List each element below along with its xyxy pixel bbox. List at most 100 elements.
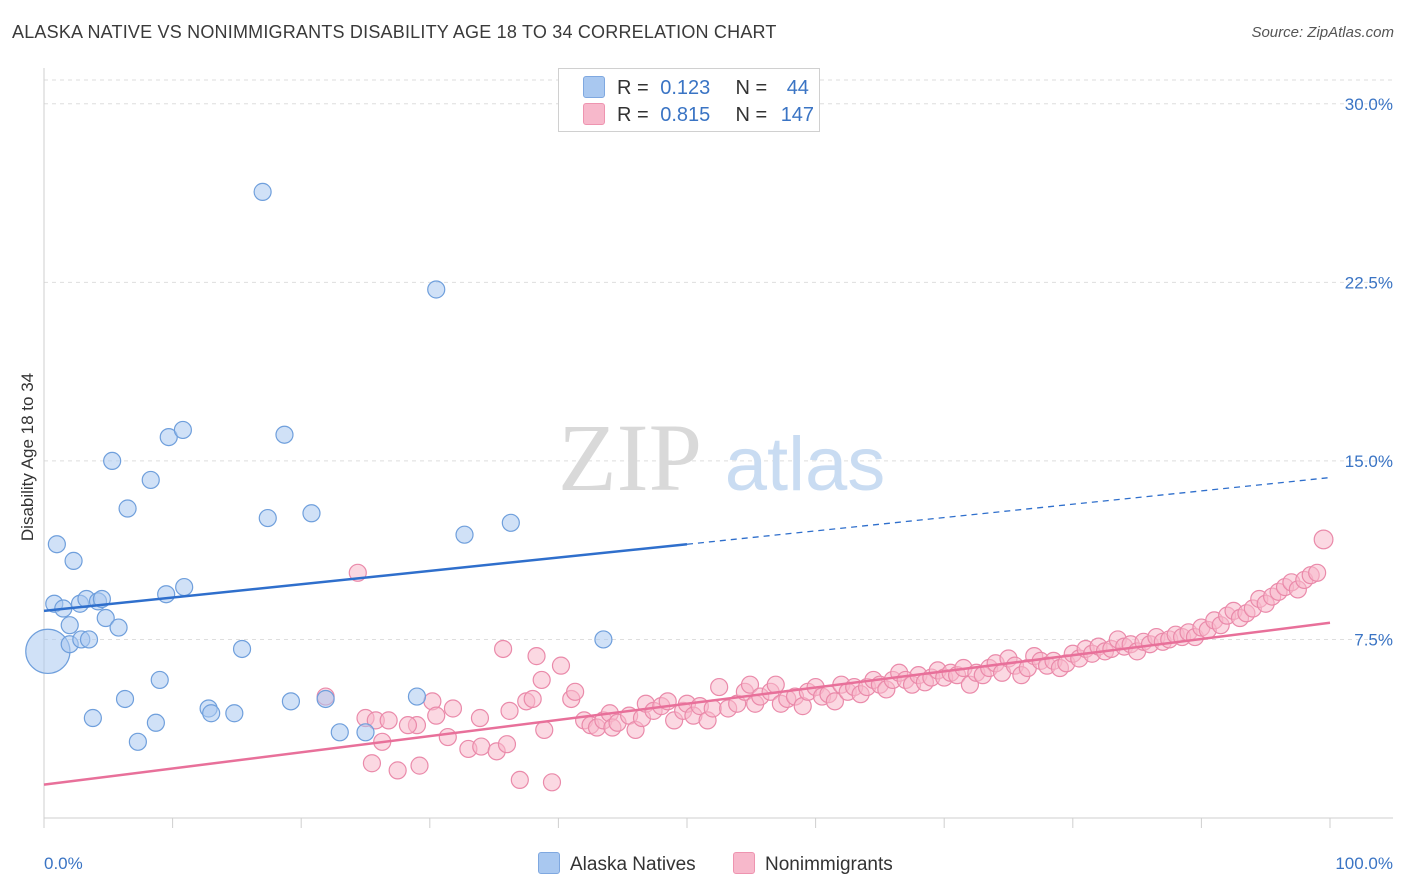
trend-lines	[43, 476, 1331, 786]
nonimmigrants-point	[443, 699, 463, 718]
alaska-natives-point	[60, 616, 79, 635]
nonimmigrants-point	[535, 720, 554, 740]
alaska-natives-point	[253, 182, 272, 201]
nonimmigrants-point	[740, 675, 760, 694]
legend-r-value: 0.815	[660, 104, 711, 126]
alaska-natives-trend-line	[43, 542, 688, 613]
alaska-natives-point	[118, 499, 137, 518]
nonimmigrants-point	[500, 701, 519, 720]
nonimmigrants-trend-line	[43, 621, 1331, 786]
watermark-atlas: atlas	[725, 422, 886, 507]
alaska-natives-point	[232, 639, 252, 659]
alaska-natives-point	[128, 732, 147, 751]
nonimmigrants-point	[532, 670, 551, 690]
alaska-natives-point	[47, 535, 66, 554]
alaska-natives-point	[25, 628, 71, 675]
alaska-natives-point	[356, 723, 375, 742]
legend-n-value: 44	[786, 77, 809, 99]
alaska-natives-point	[150, 670, 169, 690]
bottom-legend-swatch-pink	[733, 852, 755, 874]
alaska-natives-point	[115, 689, 135, 709]
bottom-legend-nonimmigrants: Nonimmigrants	[733, 852, 893, 876]
alaska-natives-point	[64, 551, 83, 570]
alaska-natives-point	[109, 618, 128, 637]
alaska-natives-points	[25, 182, 613, 751]
alaska-natives-point	[330, 723, 349, 742]
bottom-legend-swatch-blue	[538, 852, 560, 874]
nonimmigrants-point	[566, 682, 585, 701]
nonimmigrants-point	[410, 756, 429, 775]
nonimmigrants-point	[825, 692, 844, 711]
nonimmigrants-point	[494, 639, 513, 659]
alaska-natives-point	[316, 689, 335, 709]
alaska-natives-point	[427, 280, 446, 299]
alaska-natives-point	[103, 451, 122, 471]
stats-legend: R = 0.123 N = 44 R = 0.815 N = 147	[558, 68, 820, 132]
alaska-natives-point	[83, 708, 102, 728]
alaska-natives-point	[159, 427, 178, 447]
nonimmigrants-point	[510, 770, 529, 790]
nonimmigrants-point	[438, 727, 457, 747]
alaska-natives-point	[594, 630, 613, 649]
alaska-natives-point	[175, 577, 194, 597]
legend-r-value: 0.123	[660, 77, 711, 99]
legend-r-label: R =	[617, 77, 649, 99]
alaska-natives-point	[173, 420, 192, 440]
nonimmigrants-point	[710, 677, 729, 697]
source-label: Source: ZipAtlas.com	[1251, 24, 1394, 41]
y-tick-label: 7.5%	[1354, 630, 1393, 649]
legend-row-nonimmigrants: R = 0.815 N = 147	[583, 103, 814, 127]
alaska-natives-point	[96, 608, 115, 628]
bottom-legend-alaska-natives: Alaska Natives	[538, 852, 696, 876]
alaska-natives-point	[407, 687, 427, 706]
legend-n-label: N =	[735, 104, 768, 126]
alaska-natives-point	[302, 504, 321, 523]
legend-swatch-blue	[583, 76, 605, 98]
alaska-natives-trend-extension	[686, 476, 1331, 545]
nonimmigrants-point	[362, 754, 382, 773]
bottom-legend-label: Nonimmigrants	[765, 854, 893, 875]
y-tick-label: 22.5%	[1345, 273, 1393, 292]
alaska-natives-point	[141, 470, 160, 490]
nonimmigrants-point	[1313, 529, 1334, 550]
legend-r-label: R =	[617, 104, 649, 126]
nonimmigrants-point	[523, 689, 542, 709]
chart-title: ALASKA NATIVE VS NONIMMIGRANTS DISABILIT…	[12, 22, 777, 42]
nonimmigrants-point	[427, 706, 446, 725]
nonimmigrants-point	[703, 699, 722, 718]
legend-n-value: 147	[780, 104, 815, 126]
nonimmigrants-point	[398, 716, 418, 735]
axes	[43, 68, 1393, 828]
y-axis-title: Disability Age 18 to 34	[18, 373, 37, 541]
alaska-natives-point	[202, 704, 221, 723]
alaska-natives-point	[275, 425, 294, 444]
x-tick-label: 100.0%	[1335, 854, 1393, 873]
alaska-natives-point	[501, 513, 520, 532]
alaska-natives-point	[146, 713, 165, 732]
alaska-natives-point	[258, 508, 277, 528]
tick-labels: 7.5% 15.0% 22.5% 30.0% 0.0% 100.0%	[44, 95, 1393, 873]
nonimmigrants-point	[527, 647, 546, 666]
alaska-natives-point	[157, 585, 176, 604]
nonimmigrants-point	[551, 656, 571, 675]
x-tick-label: 0.0%	[44, 854, 83, 873]
nonimmigrants-point	[1308, 563, 1327, 582]
alaska-natives-point	[281, 692, 301, 711]
nonimmigrants-points	[316, 529, 1334, 792]
nonimmigrants-point	[388, 761, 407, 780]
alaska-natives-point	[79, 630, 99, 649]
alaska-natives-point	[455, 525, 474, 544]
legend-swatch-pink	[583, 103, 605, 125]
watermark-zip: ZIP	[558, 404, 702, 511]
nonimmigrants-point	[470, 708, 490, 728]
nonimmigrants-point	[379, 711, 398, 730]
legend-row-alaska-natives: R = 0.123 N = 44	[583, 76, 809, 100]
grid-lines	[44, 79, 1393, 640]
alaska-natives-point	[225, 704, 244, 723]
watermark: ZIP atlas	[558, 404, 885, 511]
nonimmigrants-point	[542, 773, 562, 792]
nonimmigrants-point	[472, 737, 491, 756]
y-tick-label: 15.0%	[1345, 452, 1393, 471]
legend-n-label: N =	[735, 77, 768, 99]
